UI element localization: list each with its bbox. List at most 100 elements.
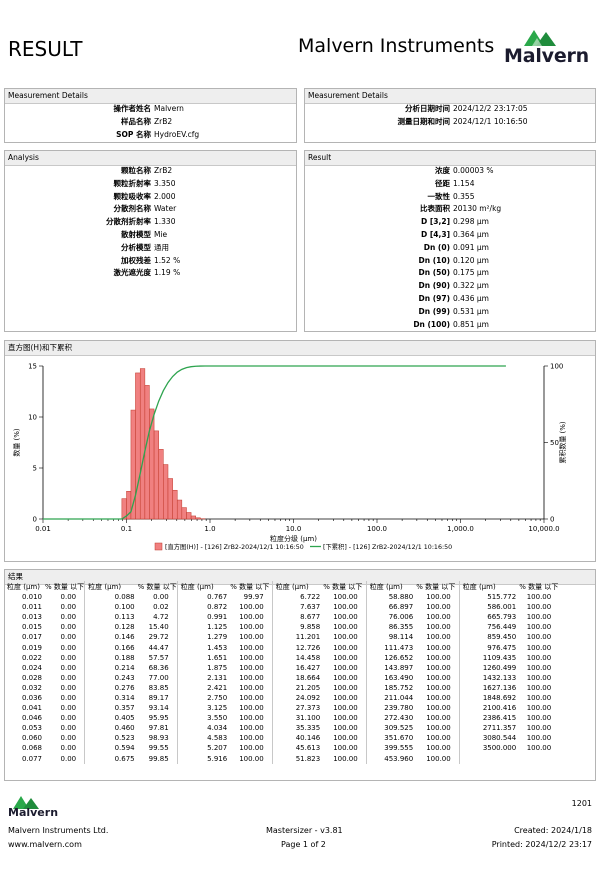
percent-cell: 100.00 xyxy=(526,693,552,702)
field-row: 颗粒名称 ZrB2 xyxy=(5,165,180,178)
percent-cell: 100.00 xyxy=(426,633,451,642)
percent-cell: 44.47 xyxy=(148,643,169,652)
y-tick-label: 5 xyxy=(33,465,37,473)
size-cell: 239.780 xyxy=(365,703,414,714)
histogram-bar xyxy=(190,515,196,520)
size-cell: 309.525 xyxy=(365,723,414,734)
y2-tick-label: 100 xyxy=(550,363,563,371)
x-axis-label: 粒度分级 (µm) xyxy=(270,534,317,543)
size-cell: 1.125 xyxy=(176,622,228,633)
size-cell: 0.128 xyxy=(84,622,135,633)
footer-logo-triangles-icon xyxy=(13,796,39,809)
field-row: 分散剂折射率 1.330 xyxy=(5,216,180,229)
field-label: Dn (10) xyxy=(418,255,450,265)
size-cell: 1109.435 xyxy=(458,652,517,663)
percent-cell: 100.00 xyxy=(239,704,264,713)
size-cell xyxy=(458,753,517,764)
percent-cell: 100.00 xyxy=(526,683,552,692)
percent-cell: 100.00 xyxy=(333,693,358,702)
field-label: Dn (100) xyxy=(413,319,450,329)
logo-triangles-icon xyxy=(524,30,556,46)
histogram-bar xyxy=(172,489,178,520)
percent-cell: 100.00 xyxy=(426,673,451,682)
size-cell: 0.024 xyxy=(21,663,42,672)
size-cell: 859.450 xyxy=(458,632,517,643)
percent-cell: 97.81 xyxy=(148,724,169,733)
percent-cell: 100.00 xyxy=(239,693,264,702)
footer-page: Page 1 of 2 xyxy=(281,840,326,849)
size-header: 粒度 (µm) xyxy=(7,582,40,591)
analysis-fields: 颗粒名称 ZrB2 颗粒折射率 3.350 颗粒吸收率 2.000 分散剂名称 Wate… xyxy=(5,165,180,280)
field-value: 2024/12/2 23:17:05 xyxy=(453,104,528,113)
size-cell: 0.028 xyxy=(21,673,42,682)
size-cell: 66.897 xyxy=(365,602,414,613)
size-cell: 0.188 xyxy=(84,652,135,663)
percent-cell: 100.00 xyxy=(526,613,552,622)
size-cell: 58.880 xyxy=(365,592,414,603)
field-label: 分散剂名称 xyxy=(113,204,152,214)
size-cell: 1432.133 xyxy=(458,672,517,683)
percent-header: % 数量 以下 xyxy=(323,582,363,591)
field-row: 比表面积 20130 m²/kg xyxy=(305,203,501,216)
field-value: 2024/12/1 10:16:50 xyxy=(453,116,528,126)
field-row: 分析日期时间 2024/12/2 23:17:05 xyxy=(305,103,528,116)
histogram-panel: 直方图(H)和下累积 0.01 0.1 1.0 10.0 100.0 1,000.0 10,… xyxy=(4,340,596,562)
percent-cell: 100.00 xyxy=(239,603,264,612)
percent-cell: 100.00 xyxy=(426,724,451,733)
percent-cell: 100.00 xyxy=(239,714,264,723)
field-label: Dn (97) xyxy=(418,293,450,303)
field-label: 浓度 xyxy=(435,166,450,175)
legend-histogram-label: [直方图(H)] - [126] ZrB2-2024/12/1 10:16:50 xyxy=(165,542,304,551)
percent-cell: 100.00 xyxy=(426,643,451,652)
table-row: 0.068 0.00 0.594 99.55 5.207 100.00 45.613 100.… xyxy=(4,743,559,754)
size-cell: 515.772 xyxy=(458,592,517,603)
percent-cell: 100.00 xyxy=(239,734,264,743)
field-label: SOP 名称 xyxy=(116,129,151,139)
size-cell: 0.060 xyxy=(21,734,42,743)
percent-cell: 100.00 xyxy=(526,714,552,723)
percent-cell: 0.00 xyxy=(60,693,77,702)
percent-cell: 0.00 xyxy=(60,623,77,632)
table-row: 0.053 0.00 0.460 97.81 4.034 100.00 35.335 100.… xyxy=(4,723,559,734)
x-tick-label: 10.0 xyxy=(286,525,302,533)
footer-software: Mastersizer - v3.81 xyxy=(266,826,343,835)
field-value: 0.531 µm xyxy=(453,306,489,316)
percent-header: % 数量 以下 xyxy=(519,582,559,591)
field-label: 激光遮光度 xyxy=(113,268,152,278)
size-cell: 27.373 xyxy=(271,703,321,714)
size-cell: 111.473 xyxy=(365,642,414,653)
field-value: 2.000 xyxy=(154,191,176,201)
field-label: Dn (0) xyxy=(423,242,450,252)
size-header: 粒度 (µm) xyxy=(458,581,517,592)
percent-cell: 100.00 xyxy=(526,744,552,753)
size-cell: 11.201 xyxy=(271,632,321,643)
size-cell: 0.872 xyxy=(176,602,228,613)
histogram-bar xyxy=(144,385,150,520)
percent-cell: 100.00 xyxy=(333,744,358,753)
histogram-bar xyxy=(186,512,192,520)
field-label: 加权残差 xyxy=(121,255,151,265)
percent-cell: 99.85 xyxy=(148,754,169,763)
size-cell: 0.088 xyxy=(84,592,135,603)
field-value: 1.52 % xyxy=(154,255,181,265)
x-tick-label: 10,000.0 xyxy=(528,525,559,533)
size-cell: 0.036 xyxy=(21,693,42,702)
field-label: 操作者姓名 xyxy=(113,104,152,113)
size-cell: 0.015 xyxy=(21,623,42,632)
size-cell: 0.523 xyxy=(84,733,135,744)
size-cell: 31.100 xyxy=(271,713,321,724)
size-cell: 24.092 xyxy=(271,692,321,704)
size-cell: 3.125 xyxy=(176,703,228,714)
y2-tick-label: 0 xyxy=(550,516,554,524)
size-cell: 16.427 xyxy=(271,662,321,673)
percent-cell xyxy=(516,754,559,764)
panel-title: 直方图(H)和下累积 xyxy=(5,341,595,356)
percent-cell: 100.00 xyxy=(526,633,552,642)
percent-cell: 100.00 xyxy=(526,653,552,662)
histogram-bar xyxy=(176,499,183,520)
panel-title: Measurement Details xyxy=(5,89,296,104)
legend-cumulative-label: [下累积] - [126] ZrB2-2024/12/1 10:16:50 xyxy=(323,542,452,551)
table-row: 0.011 0.00 0.100 0.02 0.872 100.00 7.637 100.00… xyxy=(4,602,559,613)
table-row: 0.046 0.00 0.405 95.95 3.550 100.00 31.100 100.… xyxy=(4,713,559,724)
percent-cell: 0.00 xyxy=(60,754,77,763)
